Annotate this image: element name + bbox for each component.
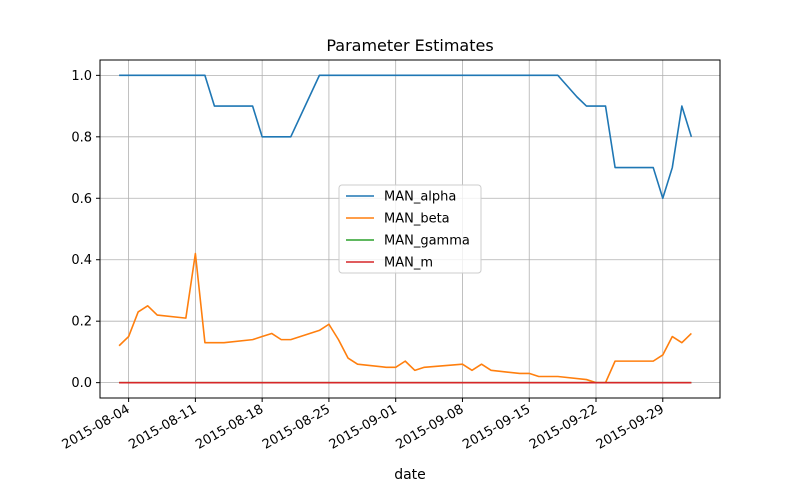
series-line-man-alpha (119, 74, 693, 200)
y-tick-label: 1.0 (71, 69, 92, 84)
series-lines (118, 74, 693, 384)
legend-label: MAN_beta (384, 212, 450, 227)
y-tick-label: 0.0 (71, 376, 92, 391)
x-axis-label: date (394, 467, 426, 483)
x-tick-label: 2015-09-01 (327, 402, 400, 453)
x-axis-ticks: 2015-08-042015-08-112015-08-182015-08-25… (60, 398, 667, 453)
y-tick-label: 0.2 (71, 315, 92, 330)
x-tick-label: 2015-09-29 (594, 402, 667, 453)
legend-label: MAN_gamma (384, 234, 470, 249)
y-tick-label: 0.6 (71, 192, 92, 207)
chart-title: Parameter Estimates (326, 36, 493, 55)
x-tick-label: 2015-09-08 (394, 402, 467, 453)
x-tick-label: 2015-08-18 (193, 402, 266, 453)
legend-label: MAN_alpha (384, 190, 456, 205)
y-tick-label: 0.4 (71, 253, 92, 268)
y-axis-ticks: 0.0 0.2 0.4 0.6 0.8 1.0 (71, 69, 100, 391)
plot-frame (99, 59, 721, 399)
x-tick-label: 2015-08-11 (126, 402, 199, 453)
y-tick-label: 0.8 (71, 130, 92, 145)
x-tick-label: 2015-08-04 (60, 402, 133, 453)
legend: MAN_alpha MAN_beta MAN_gamma MAN_m (338, 184, 482, 274)
x-tick-label: 2015-09-22 (527, 402, 600, 453)
legend-label: MAN_m (384, 256, 433, 271)
x-tick-label: 2015-09-15 (460, 402, 533, 453)
legend-box (338, 184, 482, 274)
x-tick-label: 2015-08-25 (260, 402, 333, 453)
